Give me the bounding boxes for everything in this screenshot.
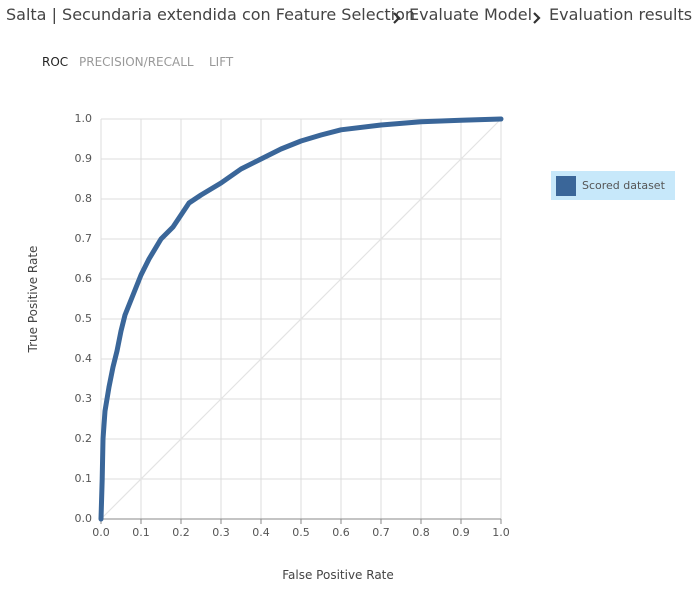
y-tick-label: 0.9 — [75, 152, 93, 165]
y-tick-label: 0.2 — [75, 432, 93, 445]
y-tick-label: 0.1 — [75, 472, 93, 485]
breadcrumb-item[interactable]: Salta | Secundaria extendida con Feature… — [6, 5, 415, 24]
breadcrumb-item[interactable]: Evaluate Model — [409, 5, 532, 24]
legend-swatch — [556, 176, 576, 196]
tab[interactable]: LIFT — [209, 55, 234, 69]
roc-curve — [98, 116, 504, 522]
y-tick-label: 0.4 — [75, 352, 93, 365]
x-tick-label: 1.0 — [492, 526, 510, 539]
tab[interactable]: PRECISION/RECALL — [79, 55, 194, 69]
x-tick-label: 0.1 — [132, 526, 150, 539]
y-tick-label: 1.0 — [75, 112, 93, 125]
y-tick-label: 0.3 — [75, 392, 93, 405]
x-tick-label: 0.5 — [292, 526, 310, 539]
y-tick-label: 0.8 — [75, 192, 93, 205]
y-tick-label: 0.0 — [75, 512, 93, 525]
y-axis-label: True Positive Rate — [26, 246, 40, 354]
x-tick-label: 0.2 — [172, 526, 190, 539]
chevron — [393, 12, 401, 24]
legend-label: Scored dataset — [582, 179, 666, 192]
x-tick-label: 0.7 — [372, 526, 390, 539]
x-tick-label: 0.9 — [452, 526, 470, 539]
x-tick-label: 0.8 — [412, 526, 430, 539]
y-tick-label: 0.5 — [75, 312, 93, 325]
y-tick-label: 0.6 — [75, 272, 93, 285]
chevron — [533, 12, 541, 24]
y-tick-label: 0.7 — [75, 232, 93, 245]
x-axis-label: False Positive Rate — [282, 568, 394, 582]
x-tick-label: 0.0 — [92, 526, 110, 539]
breadcrumb-item: Evaluation results — [549, 5, 692, 24]
x-tick-label: 0.3 — [212, 526, 230, 539]
x-tick-label: 0.6 — [332, 526, 350, 539]
plot: 0.0 0.1 0.2 0.3 0.4 0.5 0.6 0.7 0.8 0.9 1.0 0.0 0.1 0… — [75, 112, 675, 539]
x-tick-label: 0.4 — [252, 526, 270, 539]
reference-diagonal — [100, 118, 502, 520]
tab[interactable]: ROC — [42, 55, 68, 69]
